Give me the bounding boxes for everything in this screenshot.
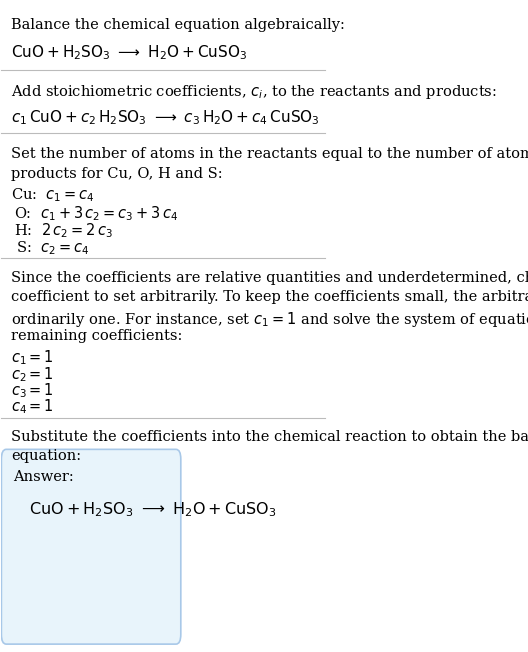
Text: O: $\ c_1 + 3\,c_2 = c_3 + 3\,c_4$: O: $\ c_1 + 3\,c_2 = c_3 + 3\,c_4$	[14, 204, 179, 222]
Text: Cu: $\ c_1 = c_4$: Cu: $\ c_1 = c_4$	[11, 186, 95, 204]
Text: Add stoichiometric coefficients, $c_i$, to the reactants and products:: Add stoichiometric coefficients, $c_i$, …	[11, 83, 497, 100]
Text: equation:: equation:	[11, 449, 81, 464]
Text: Substitute the coefficients into the chemical reaction to obtain the balanced: Substitute the coefficients into the che…	[11, 430, 528, 444]
Text: Since the coefficients are relative quantities and underdetermined, choose a: Since the coefficients are relative quan…	[11, 271, 528, 285]
Text: $\mathrm{CuO + H_2SO_3 \ \longrightarrow \ H_2O + CuSO_3}$: $\mathrm{CuO + H_2SO_3 \ \longrightarrow…	[29, 500, 277, 519]
Text: S: $\ c_2 = c_4$: S: $\ c_2 = c_4$	[16, 239, 89, 257]
Text: Set the number of atoms in the reactants equal to the number of atoms in the: Set the number of atoms in the reactants…	[11, 147, 528, 162]
Text: $c_1\,\mathrm{CuO} + c_2\,\mathrm{H_2SO_3} \ \longrightarrow \ c_3\,\mathrm{H_2O: $c_1\,\mathrm{CuO} + c_2\,\mathrm{H_2SO_…	[11, 108, 320, 127]
Text: Balance the chemical equation algebraically:: Balance the chemical equation algebraica…	[11, 18, 345, 31]
Text: $\mathrm{CuO + H_2SO_3 \ \longrightarrow \ H_2O + CuSO_3}$: $\mathrm{CuO + H_2SO_3 \ \longrightarrow…	[11, 44, 248, 63]
Text: ordinarily one. For instance, set $c_1 = 1$ and solve the system of equations fo: ordinarily one. For instance, set $c_1 =…	[11, 310, 528, 329]
Text: H: $\ 2\,c_2 = 2\,c_3$: H: $\ 2\,c_2 = 2\,c_3$	[14, 222, 114, 240]
Text: $c_1 = 1$: $c_1 = 1$	[11, 349, 54, 368]
Text: $c_2 = 1$: $c_2 = 1$	[11, 365, 54, 383]
Text: coefficient to set arbitrarily. To keep the coefficients small, the arbitrary va: coefficient to set arbitrarily. To keep …	[11, 290, 528, 304]
Text: $c_3 = 1$: $c_3 = 1$	[11, 381, 54, 400]
Text: Answer:: Answer:	[13, 470, 73, 484]
Text: products for Cu, O, H and S:: products for Cu, O, H and S:	[11, 167, 223, 181]
Text: $c_4 = 1$: $c_4 = 1$	[11, 398, 54, 416]
FancyBboxPatch shape	[2, 449, 181, 644]
Text: remaining coefficients:: remaining coefficients:	[11, 329, 183, 343]
